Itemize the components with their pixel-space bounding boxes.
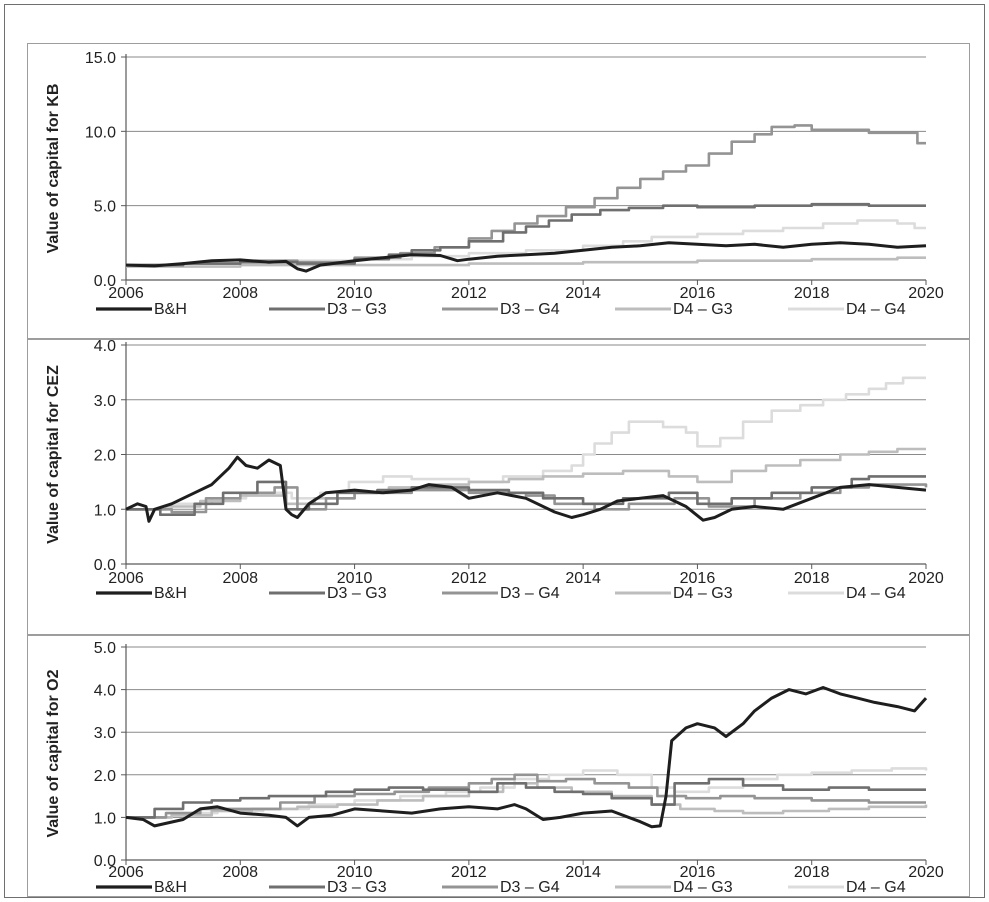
y-tick-label: 1.0 xyxy=(94,502,116,519)
series-line-bandh xyxy=(125,686,928,829)
legend-label-d3-g4: D3 – G4 xyxy=(500,585,560,602)
legend-label-d4-g3: D4 – G3 xyxy=(673,585,733,602)
y-tick-label: 3.0 xyxy=(94,725,116,742)
legend-label-bandh: B&H xyxy=(154,301,187,318)
x-tick-label: 2012 xyxy=(451,285,487,302)
y-axis-label: Value of capital for CEZ xyxy=(45,365,62,544)
legend-label-d3-g4: D3 – G4 xyxy=(500,879,560,896)
y-axis-label: Value of capital for KB xyxy=(45,84,62,254)
legend-label-bandh: B&H xyxy=(154,585,187,602)
x-tick-label: 2014 xyxy=(565,864,601,881)
legend-label-d4-g4: D4 – G4 xyxy=(846,879,906,896)
x-tick-label: 2016 xyxy=(680,864,716,881)
x-tick-label: 2018 xyxy=(794,864,830,881)
x-tick-label: 2008 xyxy=(222,864,258,881)
y-tick-label: 5.0 xyxy=(94,199,116,216)
x-tick-label: 2006 xyxy=(108,864,144,881)
x-tick-label: 2014 xyxy=(565,285,601,302)
x-tick-label: 2010 xyxy=(337,864,373,881)
series-group xyxy=(125,686,928,829)
y-tick-label: 1.0 xyxy=(94,810,116,827)
legend-label-d4-g4: D4 – G4 xyxy=(846,585,906,602)
chart-panel-o2: 0.0 1.0 2.0 3.0 4.0 5.0 2006 2008 2010 2012 2014 20… xyxy=(27,635,970,897)
series-line-d3-g4 xyxy=(126,483,928,514)
series-line-d4-g4 xyxy=(126,767,928,819)
chart-panel-cez: 0.0 1.0 2.0 3.0 4.0 2006 2008 2010 2012 2014 2016 2… xyxy=(27,338,970,635)
legend-label-bandh: B&H xyxy=(154,879,187,896)
x-tick-label: 2016 xyxy=(680,570,716,587)
legend-label-d4-g3: D4 – G3 xyxy=(673,301,733,318)
y-tick-label: 0.0 xyxy=(94,557,116,574)
series-line-bandh xyxy=(125,455,927,523)
legend-label-d3-g4: D3 – G4 xyxy=(500,301,560,318)
x-tick-label: 2020 xyxy=(908,570,944,587)
x-tick-label: 2010 xyxy=(337,285,373,302)
x-tick-label: 2020 xyxy=(908,864,944,881)
y-tick-label: 2.0 xyxy=(94,448,116,465)
y-tick-label: 5.0 xyxy=(94,640,116,657)
figure-frame: 0.0 5.0 10.0 15.0 2006 2008 2010 2012 2014 2016 20… xyxy=(4,4,985,898)
x-tick-label: 2010 xyxy=(337,570,373,587)
y-tick-label: 4.0 xyxy=(94,683,116,700)
series-line-d4-g4 xyxy=(126,376,926,511)
x-tick-label: 2014 xyxy=(565,570,601,587)
y-tick-label: 0.0 xyxy=(94,853,116,870)
x-tick-label: 2020 xyxy=(908,285,944,302)
series-line-d3-g3 xyxy=(126,475,926,516)
y-tick-label: 2.0 xyxy=(94,768,116,785)
series-group xyxy=(125,124,927,273)
x-tick-label: 2012 xyxy=(451,864,487,881)
x-tick-label: 2006 xyxy=(108,570,144,587)
x-tick-label: 2018 xyxy=(794,285,830,302)
y-tick-label: 3.0 xyxy=(94,393,116,410)
y-tick-label: 4.0 xyxy=(94,338,116,355)
o2-chart-svg: 0.0 1.0 2.0 3.0 4.0 5.0 2006 2008 2010 2012 2014 20… xyxy=(45,640,944,896)
x-tick-label: 2016 xyxy=(680,285,716,302)
series-line-d3-g3 xyxy=(126,777,926,819)
legend-label-d3-g3: D3 – G3 xyxy=(327,301,387,318)
legend-label-d3-g3: D3 – G3 xyxy=(327,879,387,896)
y-tick-label: 10.0 xyxy=(85,124,116,141)
series-group xyxy=(125,376,928,523)
series-line-d3-g4 xyxy=(126,773,926,819)
chart-panel-kb: 0.0 5.0 10.0 15.0 2006 2008 2010 2012 2014 2016 20… xyxy=(27,43,970,339)
x-tick-label: 2018 xyxy=(794,570,830,587)
x-tick-label: 2012 xyxy=(451,570,487,587)
x-tick-label: 2006 xyxy=(108,285,144,302)
legend-label-d3-g3: D3 – G3 xyxy=(327,585,387,602)
x-tick-label: 2008 xyxy=(222,285,258,302)
legend-label-d4-g3: D4 – G3 xyxy=(673,879,733,896)
y-axis-label: Value of capital for O2 xyxy=(45,669,62,837)
cez-chart-svg: 0.0 1.0 2.0 3.0 4.0 2006 2008 2010 2012 2014 2016 2… xyxy=(45,338,944,602)
legend-label-d4-g4: D4 – G4 xyxy=(846,301,906,318)
x-tick-label: 2008 xyxy=(222,570,258,587)
y-tick-label: 15.0 xyxy=(85,50,116,67)
series-line-d4-g3 xyxy=(126,256,926,268)
y-tick-label: 0.0 xyxy=(94,273,116,290)
series-line-bandh xyxy=(125,241,927,273)
kb-chart-svg: 0.0 5.0 10.0 15.0 2006 2008 2010 2012 2014 2016 20… xyxy=(45,50,944,318)
